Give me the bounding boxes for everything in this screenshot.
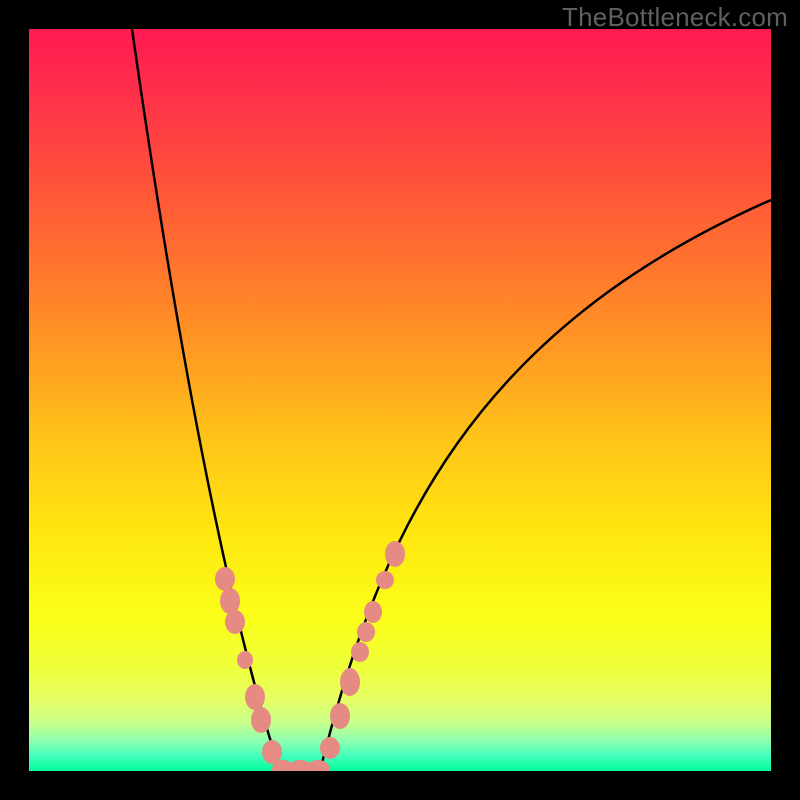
watermark-text: TheBottleneck.com	[562, 2, 788, 33]
dot-right	[351, 642, 369, 662]
dot-left	[215, 567, 235, 591]
dot-right	[320, 737, 340, 759]
chart-svg	[0, 0, 800, 800]
dot-right	[364, 601, 382, 623]
dot-right	[330, 703, 350, 729]
dot-right	[357, 622, 375, 642]
dot-right	[376, 571, 394, 589]
dot-left	[245, 684, 265, 710]
dot-right	[385, 541, 405, 567]
dot-left	[251, 707, 271, 733]
dot-right	[340, 668, 360, 696]
dot-left	[225, 610, 245, 634]
dot-left	[237, 651, 253, 669]
chart-root: TheBottleneck.com	[0, 0, 800, 800]
dot-left	[220, 588, 240, 614]
dot-left	[262, 740, 282, 764]
plot-background	[29, 29, 771, 771]
